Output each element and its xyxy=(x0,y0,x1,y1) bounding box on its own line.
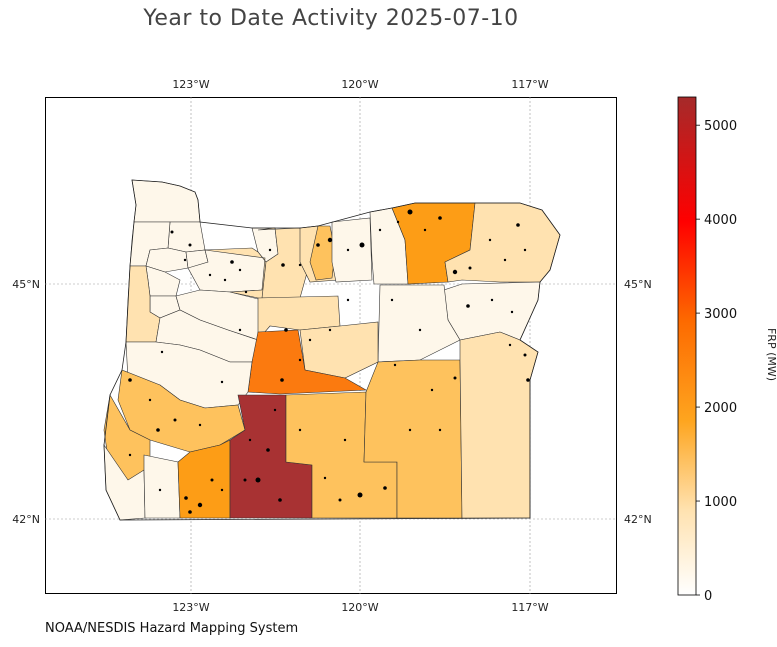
lon-tick-top: 120°W xyxy=(341,78,378,91)
lon-ticks-bottom: 123°W 120°W 117°W xyxy=(172,601,548,614)
colorbar-ticks: 0 1000 2000 3000 4000 5000 xyxy=(696,119,737,604)
lon-tick-top: 123°W xyxy=(172,78,209,91)
colorbar-tick-label: 3000 xyxy=(704,307,737,322)
county-malheur xyxy=(459,331,539,519)
county-columbia xyxy=(167,221,206,253)
county-jackson xyxy=(177,439,231,519)
lat-tick-left: 45°N xyxy=(12,278,40,291)
colorbar-tick-label: 5000 xyxy=(704,119,737,134)
colorbar-tick-label: 2000 xyxy=(704,401,737,416)
lat-ticks-right: 45°N 42°N xyxy=(624,278,652,526)
lon-tick-bottom: 117°W xyxy=(511,601,548,614)
credit-text: NOAA/NESDIS Hazard Mapping System xyxy=(45,621,299,636)
lon-ticks-top: 123°W 120°W 117°W xyxy=(172,78,548,91)
colorbar-label: FRP (MW) xyxy=(765,327,777,382)
county-crook xyxy=(299,321,379,379)
lat-tick-right: 42°N xyxy=(624,513,652,526)
lat-ticks-left: 45°N 42°N xyxy=(12,278,40,526)
colorbar xyxy=(677,96,697,596)
county-clatsop xyxy=(131,179,201,223)
lon-tick-top: 117°W xyxy=(511,78,548,91)
oregon-outline xyxy=(103,179,561,521)
fire-detections xyxy=(128,209,530,514)
lat-tick-right: 45°N xyxy=(624,278,652,291)
lon-tick-bottom: 120°W xyxy=(341,601,378,614)
county-douglas xyxy=(117,369,246,453)
county-morrow xyxy=(331,217,373,283)
colorbar-tick-label: 0 xyxy=(704,589,712,604)
colorbar-tick-label: 1000 xyxy=(704,495,737,510)
lon-tick-bottom: 123°W xyxy=(172,601,209,614)
county-polygons xyxy=(103,179,561,521)
county-josephine xyxy=(143,454,181,519)
colorbar-tick-label: 4000 xyxy=(704,213,737,228)
county-baker xyxy=(443,281,541,341)
map-title: Year to Date Activity 2025-07-10 xyxy=(143,6,519,31)
lat-tick-left: 42°N xyxy=(12,513,40,526)
